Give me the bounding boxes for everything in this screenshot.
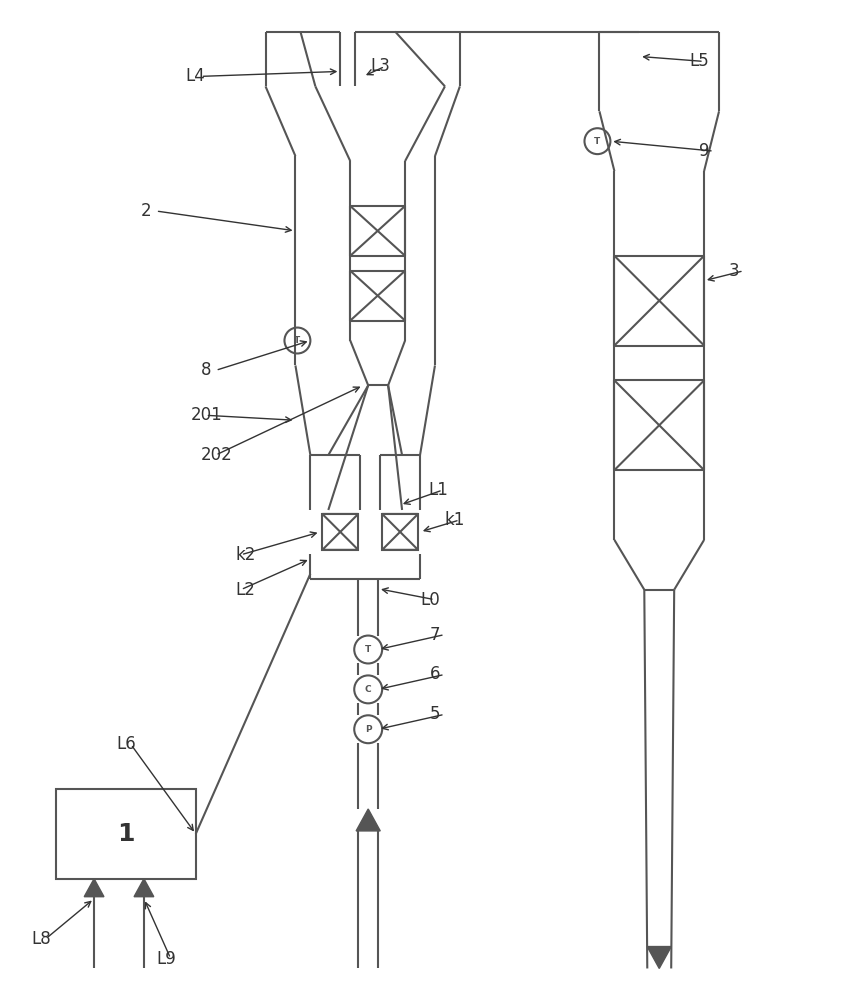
Text: k1: k1 — [444, 511, 465, 529]
Text: 8: 8 — [200, 361, 211, 379]
Text: L6: L6 — [116, 735, 136, 753]
Circle shape — [583, 128, 610, 154]
Text: T: T — [364, 645, 371, 654]
Circle shape — [284, 328, 310, 353]
Polygon shape — [647, 947, 670, 968]
Polygon shape — [322, 514, 357, 532]
Text: L8: L8 — [32, 930, 51, 948]
Text: L1: L1 — [427, 481, 447, 499]
Text: 201: 201 — [190, 406, 223, 424]
Text: L0: L0 — [420, 591, 439, 609]
Circle shape — [354, 636, 381, 663]
Text: L2: L2 — [235, 581, 255, 599]
Text: 202: 202 — [200, 446, 232, 464]
Text: T: T — [294, 336, 300, 345]
Text: 5: 5 — [430, 705, 440, 723]
Text: 7: 7 — [430, 626, 440, 644]
Text: T: T — [594, 137, 600, 146]
Circle shape — [354, 715, 381, 743]
Text: 9: 9 — [699, 142, 709, 160]
Text: L3: L3 — [369, 57, 390, 75]
Bar — [381, 514, 417, 550]
Text: L4: L4 — [186, 67, 206, 85]
Text: C: C — [364, 685, 371, 694]
Text: P: P — [364, 725, 371, 734]
Text: 1: 1 — [117, 822, 135, 846]
Polygon shape — [381, 532, 417, 550]
Polygon shape — [84, 879, 104, 897]
Text: 3: 3 — [728, 262, 739, 280]
Bar — [56, 789, 195, 879]
Text: L5: L5 — [688, 52, 708, 70]
Polygon shape — [322, 532, 357, 550]
Text: 2: 2 — [141, 202, 151, 220]
Polygon shape — [356, 809, 380, 831]
Polygon shape — [134, 879, 154, 897]
Text: L9: L9 — [156, 950, 176, 968]
Text: k2: k2 — [235, 546, 255, 564]
Polygon shape — [381, 514, 417, 532]
Circle shape — [354, 675, 381, 703]
Bar — [322, 514, 357, 550]
Text: 6: 6 — [430, 665, 440, 683]
